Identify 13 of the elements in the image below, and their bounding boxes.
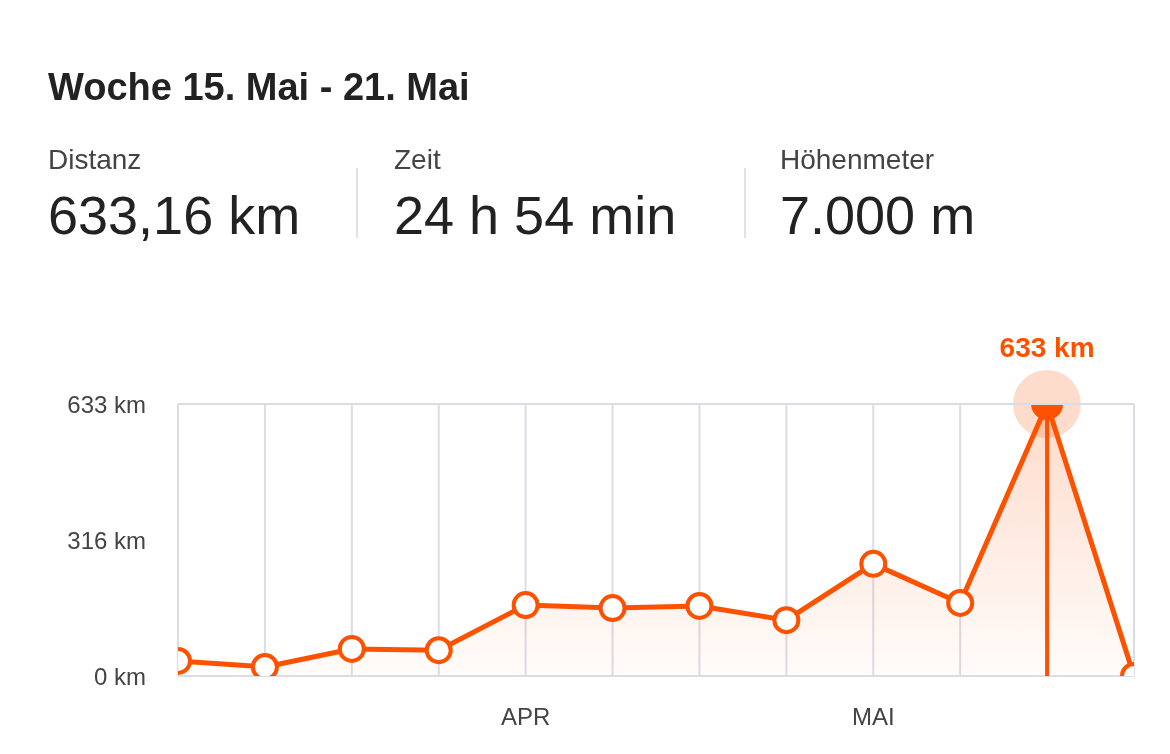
chart-title: Woche 15. Mai - 21. Mai [48,66,470,109]
text: Distanz [48,144,143,176]
y-tick-label: 316 km [67,526,146,554]
x-tick-label: APR [500,703,551,731]
text: Zeit [394,144,442,176]
annotation: 633 km [998,332,1096,364]
y-tick-label: 633 km [67,390,146,418]
text: 7.000 m [780,184,976,246]
text: 633,16 km [48,184,301,246]
text: Höhenmeter [780,144,936,176]
y-tick-label: 0 km [93,662,146,690]
x-tick-label: MAI [851,703,895,731]
text: 24 h 54 min [394,184,677,246]
